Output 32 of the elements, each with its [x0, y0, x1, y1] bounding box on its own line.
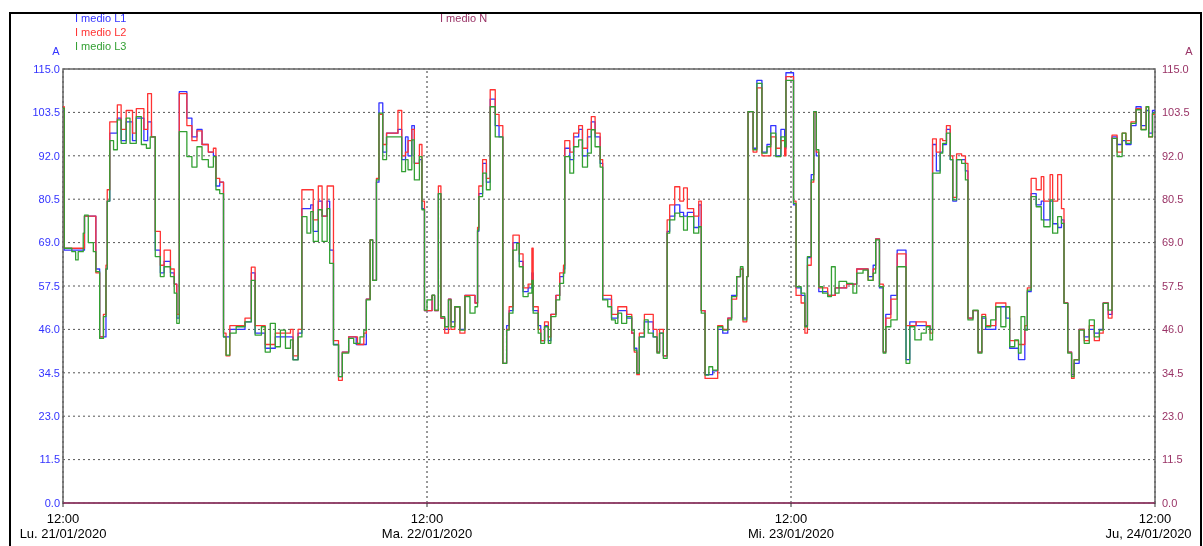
- y2-tick-label: 103.5: [1162, 106, 1190, 119]
- y-tick-label: 57.5: [38, 279, 60, 292]
- text: I medio L1: [75, 12, 127, 24]
- y-tick-label: 46.0: [38, 323, 60, 336]
- x-tick-label: 12:00 Ma. 22/01/2020: [381, 511, 473, 541]
- y2-tick-label: 115.0: [1162, 62, 1189, 75]
- y-tick-label: 34.5: [38, 366, 60, 379]
- y2-tick-label: 0.0: [1162, 496, 1178, 509]
- y-axis-title: A: [52, 45, 61, 57]
- y-tick-label: 11.5: [39, 453, 60, 466]
- y2-tick-label: 80.5: [1162, 193, 1184, 206]
- text: I medio L2: [75, 26, 127, 38]
- y-tick-label: 92.0: [38, 149, 60, 162]
- y-tick-label: 80.5: [38, 193, 60, 206]
- y-tick-label: 0.0: [44, 496, 60, 509]
- x-tick-label: 12:00 Lu. 21/01/2020: [19, 511, 107, 541]
- y2-tick-label: 23.0: [1162, 410, 1184, 423]
- y2-axis-title: A: [1185, 45, 1194, 57]
- y2-tick-label: 69.0: [1162, 236, 1184, 249]
- y2-tick-label: 92.0: [1162, 149, 1184, 162]
- y2-tick-label: 57.5: [1162, 279, 1184, 292]
- y2-tick-label: 11.5: [1162, 453, 1183, 466]
- y2-tick-label: 46.0: [1162, 323, 1184, 336]
- x-tick-label: 12:00 Ju, 24/01/2020: [1105, 511, 1192, 541]
- x-tick-label: 12:00 Mi. 23/01/2020: [747, 511, 835, 541]
- y-tick-label: 69.0: [38, 236, 60, 249]
- y-tick-label: 103.5: [32, 106, 60, 119]
- y-tick-label: 23.0: [38, 410, 60, 423]
- y2-tick-label: 34.5: [1162, 366, 1184, 379]
- text: I medio L3: [75, 40, 127, 52]
- text: I medio N: [440, 12, 488, 24]
- y-tick-label: 115.0: [33, 62, 60, 75]
